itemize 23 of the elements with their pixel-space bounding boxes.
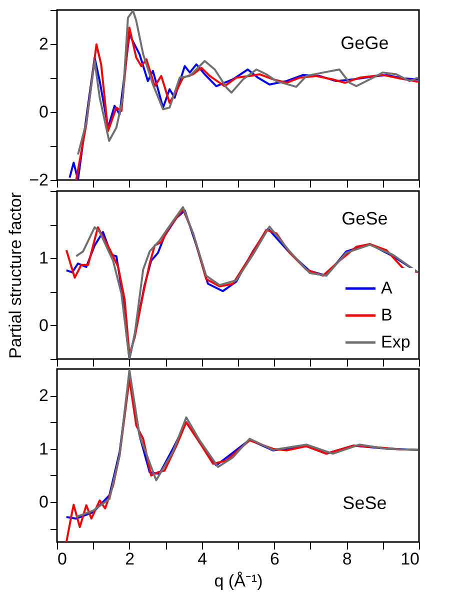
- legend-label: B: [381, 306, 392, 324]
- line-series: [76, 10, 419, 156]
- annotation: GeGe: [340, 33, 389, 53]
- annotation: GeSe: [342, 208, 388, 229]
- legend-label: Exp: [381, 332, 410, 352]
- x-tick-label: 8: [342, 550, 352, 568]
- y-tick-label: 0: [39, 316, 48, 335]
- y-tick-label: 1: [39, 439, 48, 458]
- x-tick-label: 10: [400, 550, 420, 568]
- y-tick-label: 1: [39, 248, 48, 268]
- y-tick-label: 0: [39, 102, 48, 122]
- y-tick-label: 0: [39, 492, 48, 512]
- x-axis-title: q (Å⁻¹): [214, 572, 263, 590]
- annotation: SeSe: [342, 492, 387, 513]
- y-tick-label: 2: [39, 386, 48, 406]
- x-tick-label: 6: [270, 550, 280, 568]
- y-axis-title: Partial structure factor: [6, 192, 26, 359]
- x-tick-label: 4: [198, 550, 208, 568]
- x-tick-label: 0: [58, 550, 67, 568]
- legend-label: A: [381, 278, 393, 298]
- y-tick-label: −2: [29, 170, 48, 190]
- x-tick-label: 2: [125, 550, 135, 568]
- y-tick-label: 2: [39, 34, 48, 54]
